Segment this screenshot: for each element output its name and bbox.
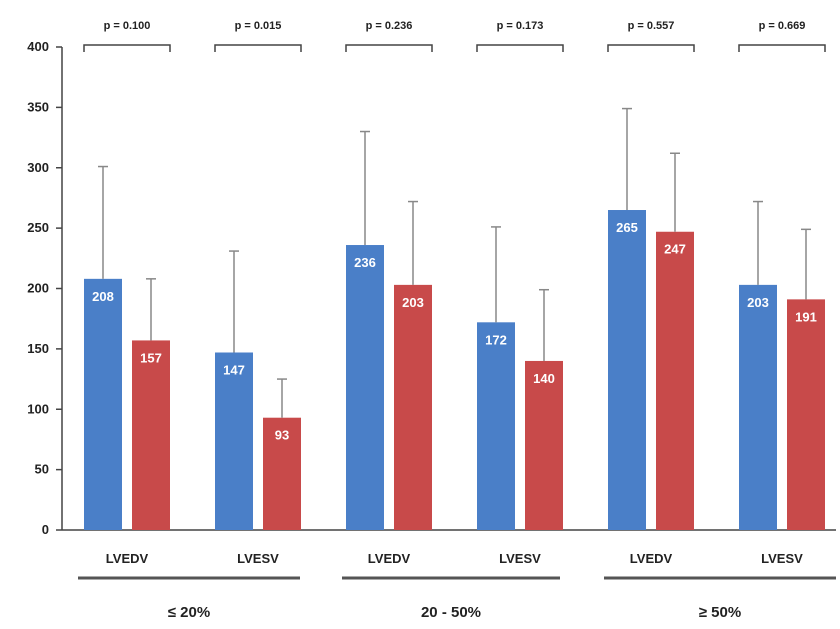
p-value-label: p = 0.173 — [497, 20, 544, 32]
y-tick-label: 200 — [27, 281, 49, 296]
bar — [394, 284, 432, 530]
p-value-label: p = 0.669 — [759, 20, 806, 32]
bar — [132, 340, 170, 530]
p-value-label: p = 0.100 — [104, 20, 151, 32]
bar — [525, 360, 563, 530]
x-tick-label: LVESV — [761, 551, 803, 566]
data-label: 203 — [402, 295, 424, 310]
y-tick-label: 0 — [42, 522, 49, 537]
p-value-label: p = 0.557 — [628, 20, 675, 32]
p-value-bracket — [83, 44, 171, 52]
group-label: ≤ 20% — [168, 604, 210, 621]
x-tick-label: LVESV — [237, 551, 279, 566]
data-label: 247 — [664, 242, 686, 257]
p-value-bracket — [214, 44, 302, 52]
data-label: 93 — [275, 428, 289, 443]
p-value-bracket — [607, 44, 695, 52]
p-value-bracket — [738, 44, 826, 52]
y-tick-label: 150 — [27, 341, 49, 356]
bar — [477, 322, 515, 530]
bars — [84, 107, 825, 530]
bar — [215, 352, 253, 530]
data-label: 203 — [747, 295, 769, 310]
x-tick-label: LVEDV — [630, 551, 673, 566]
data-label: 157 — [140, 350, 162, 365]
y-tick-label: 100 — [27, 401, 49, 416]
data-label: 191 — [795, 309, 817, 324]
data-label: 236 — [354, 255, 376, 270]
y-tick-label: 300 — [27, 160, 49, 175]
labels: 0 50 100 150 200 250 300 350 400 208 147 236 172 265 2… — [27, 20, 817, 621]
p-value-bracket — [345, 44, 433, 52]
data-label: 172 — [485, 332, 507, 347]
y-tick-label: 350 — [27, 99, 49, 114]
bar — [263, 417, 301, 530]
y-tick-label: 400 — [27, 39, 49, 54]
data-label: 147 — [223, 362, 245, 377]
y-tick-label: 250 — [27, 220, 49, 235]
y-tick-label: 50 — [35, 462, 49, 477]
bar — [84, 278, 122, 530]
data-label: 140 — [533, 371, 555, 386]
p-value-label: p = 0.236 — [366, 20, 413, 32]
x-tick-label: LVEDV — [106, 551, 149, 566]
bar — [739, 284, 777, 530]
bar — [346, 245, 384, 530]
data-label: 265 — [616, 220, 638, 235]
p-value-bracket — [476, 44, 564, 52]
p-value-label: p = 0.015 — [235, 20, 282, 32]
x-tick-label: LVESV — [499, 551, 541, 566]
group-label: 20 - 50% — [421, 604, 481, 621]
bar — [656, 231, 694, 530]
axes — [56, 44, 836, 580]
bar — [608, 210, 646, 530]
data-label: 208 — [92, 289, 114, 304]
group-label: ≥ 50% — [699, 604, 741, 621]
x-tick-label: LVEDV — [368, 551, 411, 566]
bar — [787, 299, 825, 530]
